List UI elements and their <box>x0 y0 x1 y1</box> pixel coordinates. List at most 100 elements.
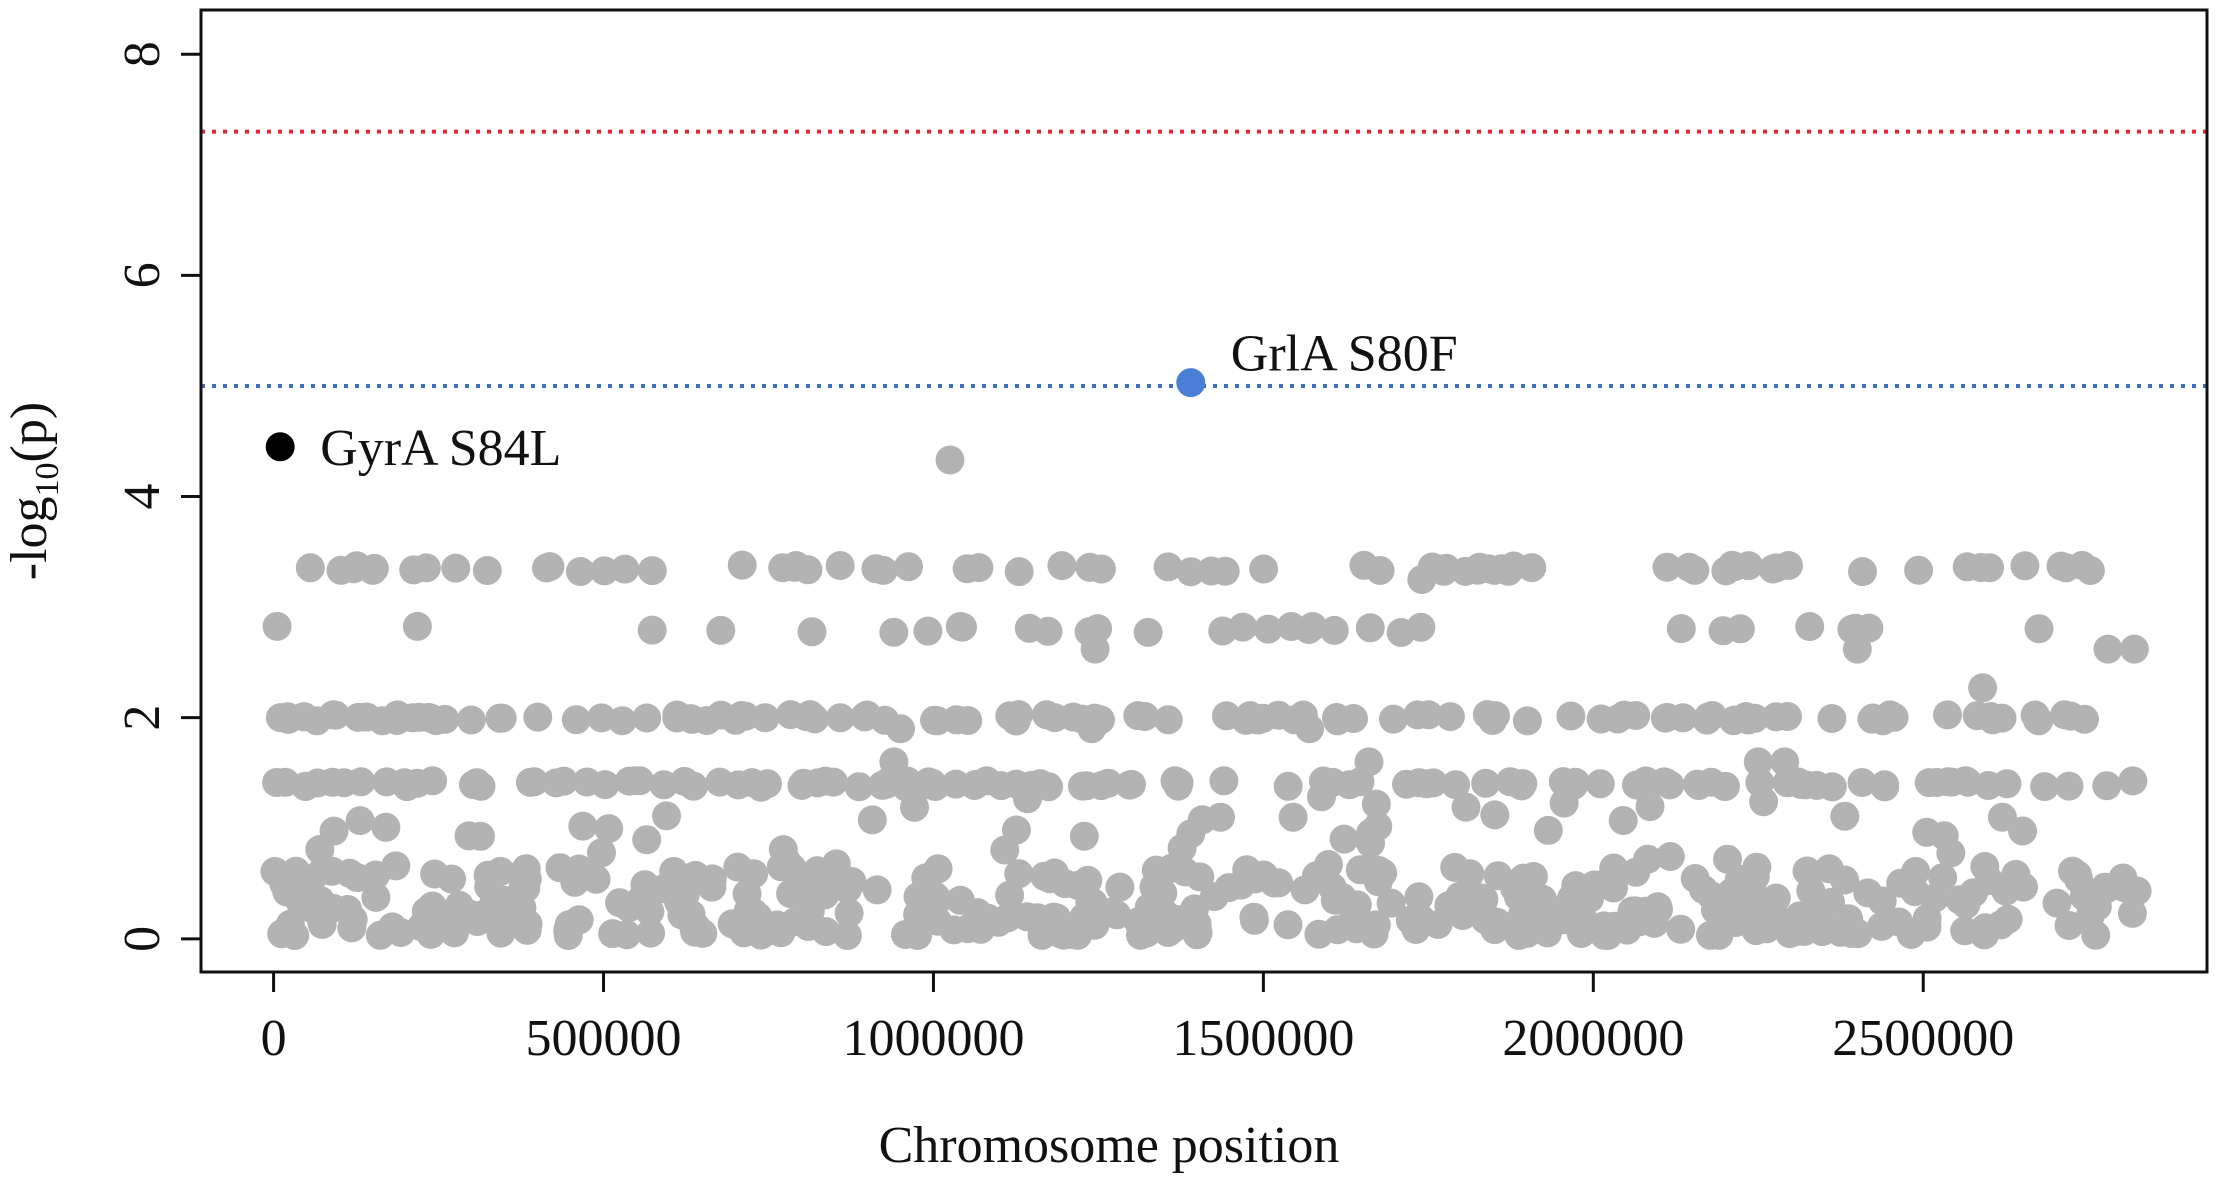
data-point-366 <box>1901 857 1931 886</box>
data-point-505 <box>1841 613 1871 643</box>
data-point-204 <box>1102 900 1132 930</box>
data-point-111 <box>1599 853 1629 883</box>
data-point-345 <box>333 895 363 924</box>
data-point-766 <box>1176 819 1206 849</box>
data-point-715 <box>1471 768 1501 798</box>
data-point-625 <box>1878 702 1908 731</box>
data-point-755 <box>1842 634 1872 664</box>
y-tick-label-1: 2 <box>114 705 171 731</box>
data-point-663 <box>541 768 571 798</box>
data-point-724 <box>1016 770 1046 800</box>
data-point-353 <box>739 898 769 928</box>
data-point-210 <box>1273 910 1303 940</box>
data-point-492 <box>2024 614 2054 644</box>
data-point-312 <box>1046 919 1076 949</box>
data-point-310 <box>377 912 407 942</box>
data-point-636 <box>2092 771 2122 801</box>
data-point-287 <box>2108 863 2138 893</box>
data-point-577 <box>1556 701 1586 731</box>
data-point-599 <box>1586 704 1616 734</box>
x-axis-title: Chromosome position <box>879 1117 1340 1174</box>
data-point-609 <box>995 701 1025 731</box>
data-point-350 <box>564 905 594 935</box>
data-point-719 <box>1585 769 1615 799</box>
data-point-623 <box>1153 705 1183 735</box>
data-point-460 <box>1680 555 1710 585</box>
data-point-478 <box>358 555 388 585</box>
data-point-115 <box>1376 888 1406 918</box>
data-point-163 <box>1185 862 1215 892</box>
data-point-488 <box>1666 614 1696 644</box>
data-point-239 <box>335 858 365 888</box>
x-tick-label-3: 1500000 <box>1172 1010 1354 1067</box>
data-point-232 <box>1991 876 2021 906</box>
data-point-382 <box>486 856 515 886</box>
data-point-374 <box>1830 801 1860 831</box>
data-point-289 <box>1507 900 1537 930</box>
data-point-369 <box>1713 844 1742 874</box>
data-point-361 <box>2008 816 2038 846</box>
data-point-213 <box>1792 856 1822 886</box>
data-point-751 <box>935 445 965 475</box>
data-point-385 <box>260 857 290 886</box>
data-point-606 <box>561 705 591 735</box>
data-point-429 <box>1004 557 1034 587</box>
data-point-338 <box>1030 861 1059 891</box>
data-point-463 <box>1774 551 1803 580</box>
data-point-257 <box>1180 894 1210 924</box>
data-point-188 <box>1561 871 1591 901</box>
data-point-510 <box>1033 616 1063 646</box>
data-point-726 <box>1937 767 1967 797</box>
data-point-438 <box>1904 555 1934 585</box>
data-point-318 <box>1455 859 1485 889</box>
data-point-601 <box>1668 703 1698 733</box>
data-point-368 <box>371 812 401 842</box>
data-point-499 <box>1708 616 1738 646</box>
data-point-584 <box>456 705 486 735</box>
data-point-469 <box>2075 556 2105 585</box>
data-point-611 <box>367 706 397 736</box>
data-point-647 <box>2118 766 2148 796</box>
data-point-85 <box>437 864 467 894</box>
data-point-395 <box>305 835 335 864</box>
data-point-727 <box>1745 768 1775 798</box>
data-point-477 <box>1075 552 1105 582</box>
data-point-449 <box>411 553 441 583</box>
data-point-467 <box>1196 556 1226 586</box>
data-point-495 <box>1319 615 1349 645</box>
data-point-401 <box>772 846 801 876</box>
data-point-761 <box>886 714 915 744</box>
data-point-340 <box>1620 896 1650 926</box>
data-point-725 <box>1870 770 1900 800</box>
data-point-644 <box>1847 768 1877 797</box>
data-point-236 <box>1214 873 1244 903</box>
y-axis-title-main: -log <box>1 496 58 580</box>
data-point-342 <box>1680 864 1710 893</box>
x-axis: 0 500000 1000000 1500000 2000000 2500000 <box>261 972 2014 1067</box>
data-point-362 <box>1314 850 1343 879</box>
data-point-411 <box>637 556 667 586</box>
data-point-80 <box>486 918 516 948</box>
data-point-731 <box>1559 770 1589 800</box>
data-point-360 <box>568 811 598 841</box>
data-point-359 <box>1361 789 1391 819</box>
data-point-464 <box>441 553 471 583</box>
data-point-493 <box>637 615 667 645</box>
data-point-328 <box>416 919 446 949</box>
data-point-404 <box>1936 838 1966 868</box>
y-axis-title-subscript: 10 <box>29 462 66 496</box>
data-point-47 <box>2117 898 2147 928</box>
data-point-348 <box>1837 919 1867 948</box>
data-point-508 <box>1276 612 1306 641</box>
data-point-375 <box>511 854 541 884</box>
data-point-269 <box>1945 885 1975 915</box>
data-point-605 <box>727 701 756 730</box>
data-point-618 <box>1733 705 1763 735</box>
data-point-512 <box>1435 702 1465 732</box>
data-point-762 <box>879 747 909 777</box>
data-point-579 <box>343 702 373 732</box>
x-tick-label-4: 2000000 <box>1502 1010 1684 1067</box>
data-point-19 <box>1666 914 1696 944</box>
data-point-397 <box>632 825 662 855</box>
